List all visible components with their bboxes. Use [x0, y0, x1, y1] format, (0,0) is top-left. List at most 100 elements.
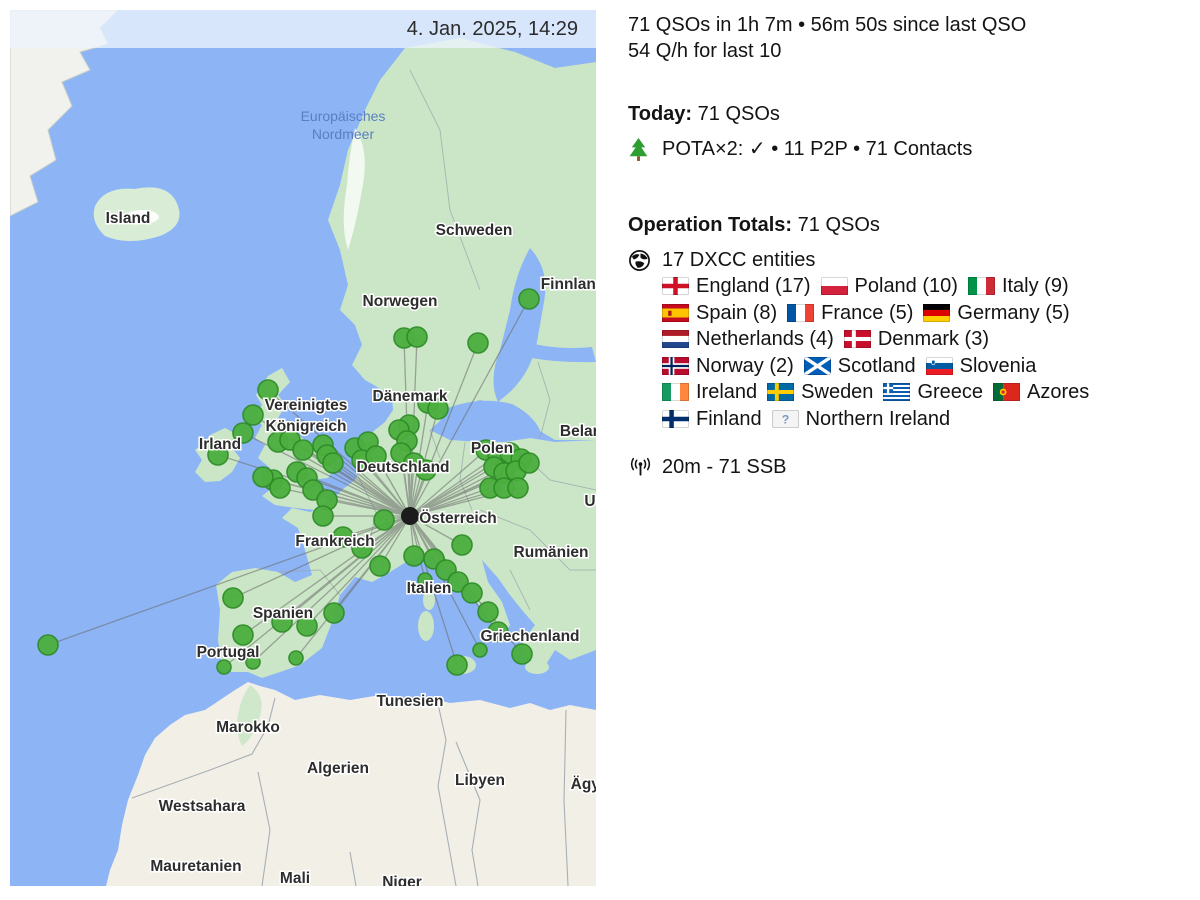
totals-value: 71 QSOs — [792, 214, 880, 236]
qso-marker[interactable] — [332, 526, 354, 548]
map-label: Italien — [407, 580, 452, 597]
pine-tree-icon — [628, 137, 662, 162]
map-canvas[interactable]: Island Schweden Norwegen Finnland Dänemark Ve… — [10, 10, 596, 886]
qso-marker[interactable] — [232, 624, 254, 646]
svg-text:Europäisches: Europäisches — [301, 108, 386, 124]
stats-panel: 71 QSOs in 1h 7m • 56m 50s since last QS… — [628, 12, 1190, 480]
dxcc-entity-label: England (17) — [696, 275, 811, 298]
dxcc-entity-label: Germany (5) — [957, 301, 1070, 324]
qso-marker[interactable] — [296, 615, 318, 637]
dxcc-entity-row: Netherlands (4) Denmark (3) — [662, 326, 1190, 353]
map-label: Irland — [199, 436, 241, 453]
qso-marker[interactable] — [507, 477, 529, 499]
qso-marker[interactable] — [232, 422, 254, 444]
qso-marker[interactable] — [207, 444, 229, 466]
pota-text: POTA×2: ✓ • 11 P2P • 71 Contacts — [662, 138, 973, 160]
qso-marker[interactable] — [403, 545, 425, 567]
map-label: Tunesien — [377, 693, 444, 710]
flag-slovenia-icon — [925, 356, 953, 375]
qso-marker[interactable] — [477, 601, 499, 623]
globe-icon — [628, 249, 662, 272]
dxcc-line: 17 DXCC entities — [628, 247, 1190, 273]
dxcc-text: 17 DXCC entities — [662, 249, 816, 271]
dxcc-entity-row: Norway (2) Scotland Slovenia — [662, 353, 1190, 380]
qso-marker[interactable] — [271, 611, 293, 633]
qso-marker[interactable] — [451, 534, 473, 556]
map-label: Ägyp — [571, 776, 596, 793]
map-label: Schweden — [436, 222, 513, 239]
map-label: Vereinigtes — [265, 397, 348, 414]
qso-marker[interactable] — [461, 582, 483, 604]
qso-marker[interactable] — [216, 659, 232, 675]
qso-marker[interactable] — [252, 466, 274, 488]
dxcc-entity-label: Poland (10) — [854, 275, 958, 298]
qso-marker[interactable] — [365, 445, 387, 467]
qso-marker[interactable] — [518, 288, 540, 310]
qso-marker[interactable] — [406, 326, 428, 348]
qso-marker[interactable] — [292, 439, 314, 461]
qso-marker[interactable] — [518, 452, 540, 474]
dxcc-entity-label: Denmark (3) — [877, 328, 989, 351]
dxcc-entity-row: Finland? Northern Ireland — [662, 406, 1190, 433]
qso-marker[interactable] — [472, 642, 488, 658]
map-datetime: 4. Jan. 2025, 14:29 — [406, 17, 578, 40]
dxcc-entity-label: Scotland — [837, 354, 916, 377]
map-label: Westsahara — [159, 798, 246, 815]
today-label: Today: — [628, 103, 693, 125]
qso-marker[interactable] — [351, 537, 373, 559]
qso-marker[interactable] — [415, 459, 437, 481]
qso-marker[interactable] — [487, 621, 509, 643]
band-text: 20m - 71 SSB — [662, 456, 787, 478]
flag-netherlands-icon — [662, 330, 689, 349]
dxcc-entity-list: England (17) Poland (10) Italy (9) Spain (8… — [628, 273, 1190, 432]
flag-greece-icon — [883, 383, 911, 402]
qso-marker[interactable] — [288, 650, 304, 666]
map-label: Frankreich — [295, 533, 374, 550]
qso-marker[interactable] — [323, 602, 345, 624]
dxcc-entity-label: Netherlands (4) — [696, 328, 834, 351]
totals-line: Operation Totals: 71 QSOs — [628, 212, 1190, 238]
flag-germany-icon — [923, 303, 951, 322]
flag-poland-icon — [820, 277, 848, 296]
map-label: Österreich — [419, 510, 497, 527]
dxcc-entity-label: France (5) — [821, 301, 914, 324]
flag-italy-icon — [967, 277, 995, 296]
totals-label: Operation Totals: — [628, 214, 793, 236]
flag-spain-icon — [662, 303, 689, 322]
qso-marker[interactable] — [373, 509, 395, 531]
antenna-icon — [628, 457, 662, 478]
dxcc-entity-label: Spain (8) — [696, 301, 778, 324]
qso-marker[interactable] — [257, 379, 279, 401]
dxcc-entity-label: Ireland — [696, 381, 758, 404]
map-sea-labels: Europäisches Nordmeer — [301, 108, 386, 142]
rate-line-2: 54 Q/h for last 10 — [628, 40, 782, 62]
qso-marker[interactable] — [312, 505, 334, 527]
dxcc-entity-row: Ireland Sweden Greece Azores — [662, 379, 1190, 406]
qso-marker[interactable] — [511, 643, 533, 665]
operator-location-marker[interactable] — [401, 507, 419, 525]
qso-marker[interactable] — [467, 332, 489, 354]
flag-denmark-icon — [843, 330, 871, 349]
qso-marker[interactable] — [427, 398, 449, 420]
map-label: Island — [106, 210, 151, 227]
map-label: Libyen — [455, 772, 505, 789]
qso-marker[interactable] — [269, 477, 291, 499]
dxcc-entity-row: England (17) Poland (10) Italy (9) — [662, 273, 1190, 300]
rate-line-1: 71 QSOs in 1h 7m • 56m 50s since last QS… — [628, 14, 1027, 36]
map-label: Finnland — [541, 276, 596, 293]
qso-marker[interactable] — [369, 555, 391, 577]
qso-marker[interactable] — [245, 654, 261, 670]
flag-france-icon — [787, 303, 815, 322]
dxcc-entity-row: Spain (8) France (5) Germany (5) — [662, 300, 1190, 327]
qso-marker[interactable] — [446, 654, 468, 676]
qso-marker[interactable] — [447, 571, 469, 593]
qso-map[interactable]: Island Schweden Norwegen Finnland Dänemark Ve… — [10, 10, 596, 886]
qso-marker[interactable] — [222, 587, 244, 609]
dxcc-entity-label: Norway (2) — [696, 354, 794, 377]
qso-marker[interactable] — [417, 572, 433, 588]
qso-marker[interactable] — [322, 452, 344, 474]
dxcc-entity-label: Slovenia — [959, 354, 1037, 377]
map-label: Marokko — [216, 719, 280, 736]
qso-marker[interactable] — [37, 634, 59, 656]
qso-marker[interactable] — [242, 404, 264, 426]
